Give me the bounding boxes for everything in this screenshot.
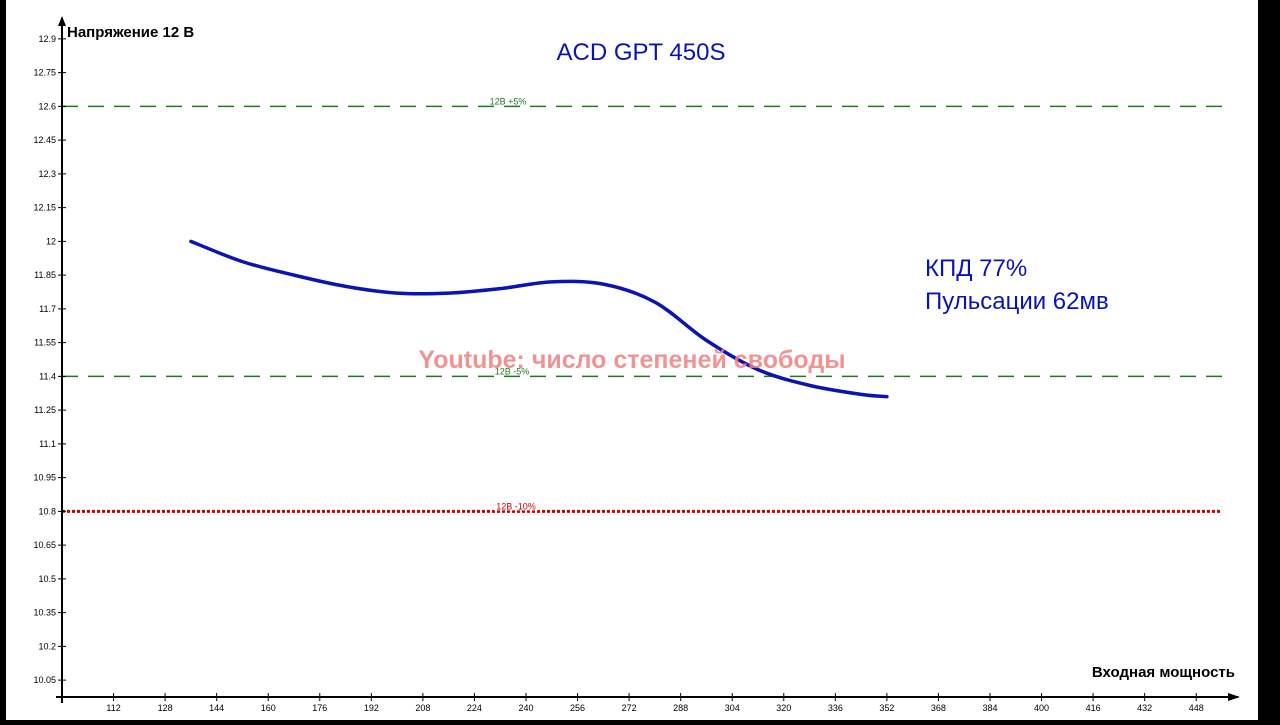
x-tick-label: 144: [209, 703, 224, 713]
y-tick-label: 12.6: [38, 101, 56, 111]
x-axis-arrow: [1228, 693, 1240, 701]
y-tick-label: 10.35: [33, 608, 56, 618]
y-tick-label: 11.1: [39, 439, 56, 449]
y-tick-label: 11.85: [34, 270, 56, 280]
x-tick-label: 288: [673, 703, 688, 713]
x-tick-label: 128: [158, 703, 173, 713]
x-tick-label: 368: [931, 703, 946, 713]
series-line: [189, 239, 889, 399]
reference-label-bg: [494, 502, 538, 511]
chart-title: ACD GPT 450S: [557, 39, 726, 66]
y-tick-label: 11.4: [39, 371, 56, 381]
plot-background: [6, 0, 1258, 720]
y-tick-label: 10.65: [33, 540, 56, 550]
reference-line-label: 12В +5%: [490, 96, 527, 106]
y-tick-label: 12.75: [33, 68, 56, 78]
x-tick-label: 272: [622, 703, 637, 713]
x-tick-label: 400: [1034, 703, 1049, 713]
ripple-annotation: Пульсации 62мв: [925, 288, 1109, 315]
x-tick-label: 384: [982, 703, 997, 713]
y-axis-label: Напряжение 12 В: [67, 24, 194, 41]
y-tick-label: 12.45: [33, 135, 56, 145]
x-tick-label: 448: [1189, 703, 1204, 713]
y-tick-label: 10.2: [38, 641, 56, 651]
y-tick-label: 11.25: [34, 405, 56, 415]
x-tick-label: 320: [776, 703, 791, 713]
x-tick-label: 112: [106, 703, 120, 713]
y-tick-label: 11.7: [39, 304, 56, 314]
y-tick-label: 10.05: [33, 675, 56, 685]
x-tick-label: 192: [364, 703, 379, 713]
x-tick-label: 240: [518, 703, 533, 713]
reference-label-bg: [490, 367, 534, 376]
watermark: Youtube: число степеней свободы: [418, 346, 845, 374]
y-tick-label: 10.5: [38, 574, 56, 584]
y-tick-label: 11.55: [34, 338, 56, 348]
x-tick-label: 160: [261, 703, 276, 713]
x-tick-label: 208: [415, 703, 430, 713]
x-tick-label: 432: [1137, 703, 1152, 713]
y-tick-label: 10.95: [33, 473, 56, 483]
x-tick-label: 416: [1086, 703, 1101, 713]
x-tick-label: 304: [725, 703, 740, 713]
x-tick-label: 176: [312, 703, 327, 713]
x-axis-label: Входная мощность: [1092, 664, 1235, 681]
y-tick-label: 12.3: [38, 169, 56, 179]
x-tick-label: 256: [570, 703, 585, 713]
reference-line-label: 12В -10%: [496, 501, 536, 511]
y-tick-label: 12.9: [38, 34, 56, 44]
x-tick-label: 224: [467, 703, 482, 713]
x-tick-label: 336: [828, 703, 843, 713]
x-tick-label: 352: [879, 703, 894, 713]
reference-label-bg: [486, 97, 530, 106]
y-tick-label: 12: [46, 236, 56, 246]
y-tick-label: 10.8: [38, 506, 56, 516]
reference-line-label: 12В -5%: [495, 366, 530, 376]
y-axis-arrow: [58, 16, 66, 26]
y-tick-label: 12.15: [33, 203, 56, 213]
efficiency-annotation: КПД 77%: [925, 255, 1027, 282]
